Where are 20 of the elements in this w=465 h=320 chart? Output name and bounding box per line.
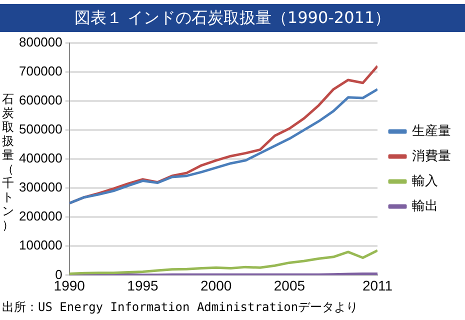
y-tick-label: 600000 <box>18 92 62 108</box>
y-tick-label: 400000 <box>18 150 62 166</box>
legend-label: 輸出 <box>412 198 438 214</box>
y-tick-label: 500000 <box>18 122 62 137</box>
y-tick-label: 0 <box>55 266 62 282</box>
y-tick-label: 100000 <box>18 238 62 253</box>
y-tick-label: 700000 <box>18 63 62 78</box>
legend-label: 輸入 <box>412 174 438 189</box>
chart-title: 図表１ インドの石炭取扱量（1990-2011） <box>0 4 465 32</box>
x-tick-label: 2005 <box>274 277 306 294</box>
x-tick-label: 2011 <box>362 277 393 294</box>
text: 石炭取扱量（千トン） <box>2 92 14 232</box>
legend-label: 生産量 <box>412 122 451 139</box>
legend-label: 消費量 <box>412 148 451 164</box>
x-tick-label: 1995 <box>127 277 159 294</box>
y-tick-label: 800000 <box>18 34 62 50</box>
y-tick-label: 200000 <box>18 208 62 224</box>
x-tick-label: 2000 <box>200 277 232 294</box>
text: 出所：US Energy Information Administrationデータより <box>1 299 360 316</box>
y-tick-label: 300000 <box>18 180 62 195</box>
